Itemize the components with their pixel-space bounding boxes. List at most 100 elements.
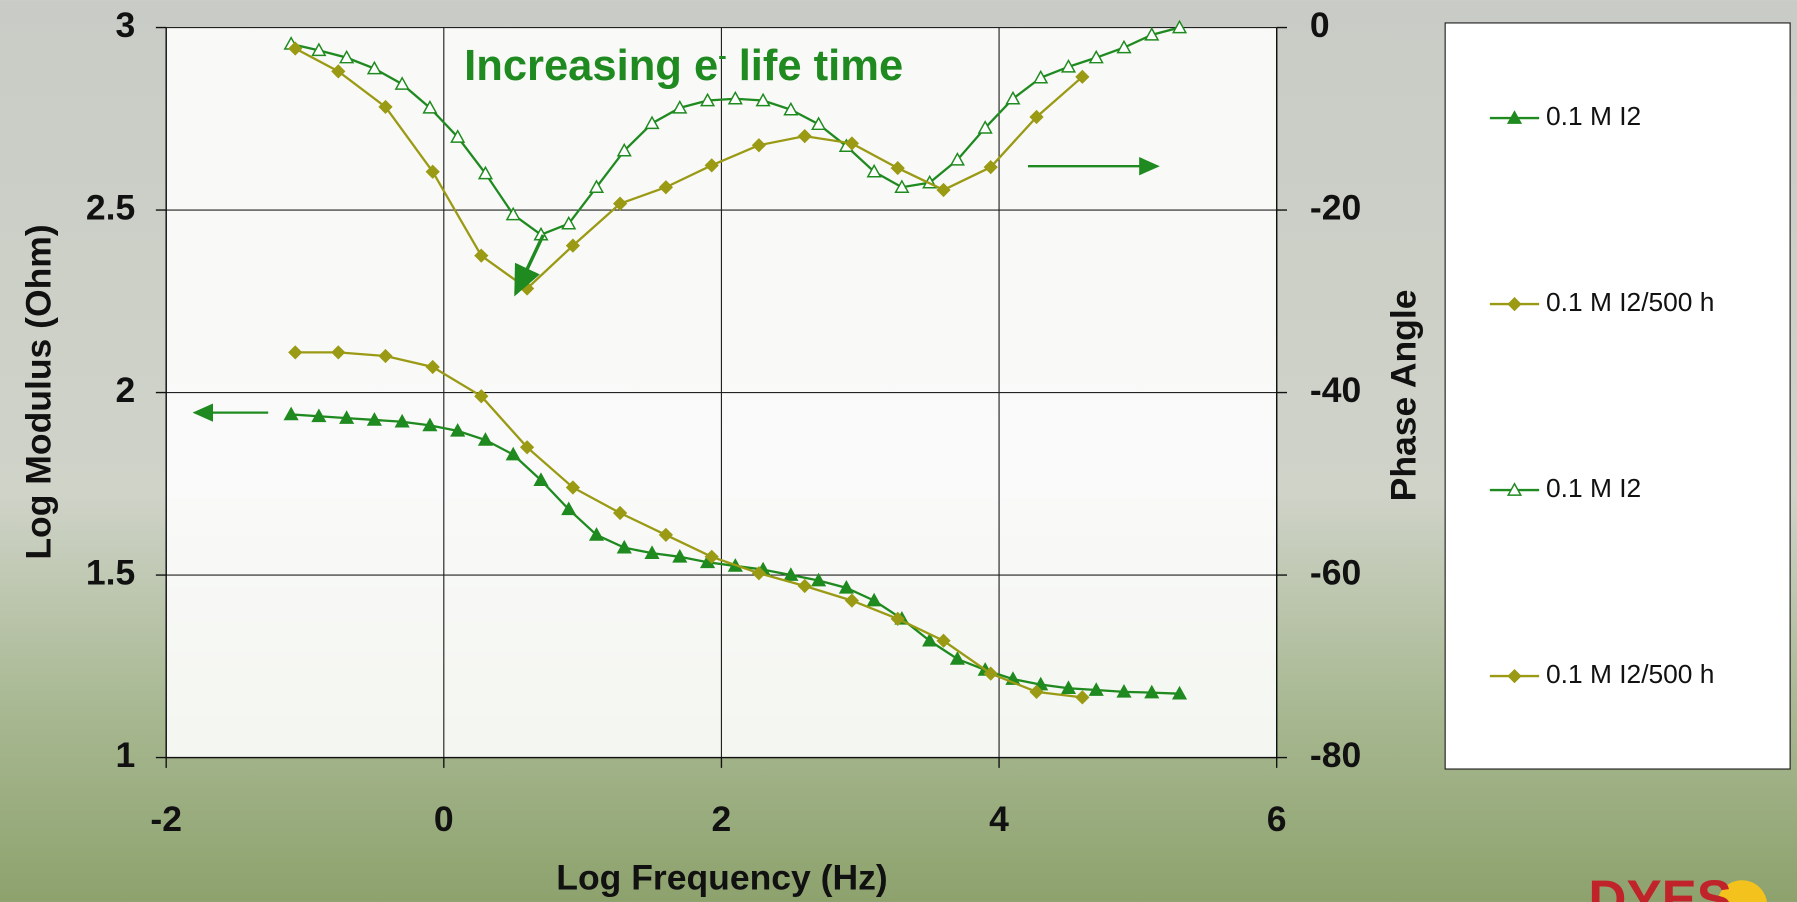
- marker: [755, 92, 771, 107]
- marker: [561, 215, 577, 230]
- legend-label: 0.1 M I2/500 h: [1546, 659, 1714, 689]
- marker: [936, 182, 951, 198]
- y-tick-label: 2.5: [86, 187, 135, 227]
- y-tick-label: 1.5: [86, 552, 135, 592]
- marker: [890, 160, 905, 176]
- marker: [422, 100, 438, 114]
- arrow: [514, 234, 545, 297]
- logo-sun: [1717, 880, 1767, 902]
- marker: [339, 410, 355, 424]
- marker: [983, 666, 998, 681]
- marker: [949, 651, 965, 665]
- series-group: [283, 19, 1188, 705]
- marker: [977, 120, 993, 134]
- y2-tick-label: 0: [1310, 5, 1330, 45]
- x-tick-label: 2: [712, 799, 732, 839]
- marker: [565, 480, 581, 495]
- marker: [1060, 680, 1077, 695]
- marker: [474, 389, 489, 404]
- marker: [311, 42, 327, 57]
- marker: [1171, 19, 1188, 34]
- marker: [1506, 482, 1523, 496]
- marker: [1075, 690, 1090, 705]
- marker: [1060, 58, 1077, 73]
- marker: [283, 406, 299, 421]
- marker: [983, 160, 998, 175]
- marker: [288, 41, 303, 56]
- marker: [949, 152, 965, 166]
- marker: [783, 567, 799, 581]
- marker: [894, 179, 910, 194]
- marker: [474, 248, 489, 263]
- marker: [672, 100, 688, 114]
- legend-label: 0.1 M I2: [1546, 473, 1641, 503]
- marker: [811, 116, 827, 131]
- series-line: [294, 47, 1084, 291]
- marker: [331, 345, 346, 360]
- y-tick-label: 3: [115, 5, 135, 45]
- marker: [561, 501, 577, 516]
- marker: [533, 472, 549, 486]
- y-tick-label: 2: [115, 370, 135, 410]
- annotation-text: life time: [727, 42, 904, 90]
- marker: [811, 572, 827, 587]
- marker: [751, 138, 767, 153]
- y2-axis-title: Phase Angle: [1383, 289, 1423, 501]
- marker: [1171, 685, 1188, 700]
- marker: [844, 136, 860, 151]
- marker: [866, 592, 882, 607]
- marker: [704, 158, 719, 173]
- marker: [704, 549, 719, 564]
- marker: [658, 527, 674, 543]
- x-axis-title: Log Frequency (Hz): [556, 858, 888, 898]
- marker: [477, 165, 494, 180]
- marker: [288, 345, 303, 360]
- logo: DYES: [1588, 870, 1767, 902]
- y2-tick-label: -20: [1310, 187, 1361, 227]
- marker: [612, 505, 628, 521]
- series: [288, 41, 1090, 296]
- marker: [394, 76, 410, 90]
- marker: [425, 164, 440, 179]
- annotation-text: Increasing e: [464, 42, 718, 90]
- marker: [783, 101, 799, 116]
- marker: [1088, 49, 1104, 64]
- series: [288, 345, 1090, 705]
- y-axis-title: Log Modulus (Ohm): [18, 224, 58, 559]
- series-line: [295, 351, 1083, 699]
- marker: [394, 413, 410, 428]
- marker: [658, 180, 674, 195]
- legend-label: 0.1 M I2: [1546, 101, 1641, 131]
- marker: [1116, 684, 1132, 698]
- marker: [450, 423, 466, 437]
- series: [283, 19, 1188, 241]
- marker: [311, 408, 327, 423]
- x-tick-label: 4: [989, 799, 1009, 839]
- marker: [588, 527, 605, 541]
- marker: [616, 539, 632, 554]
- marker: [1005, 90, 1021, 105]
- marker: [565, 238, 581, 253]
- marker: [922, 632, 938, 647]
- marker: [644, 115, 660, 130]
- logo-text: DYES: [1588, 870, 1732, 902]
- marker: [366, 60, 382, 75]
- y2-tick-label: -40: [1310, 370, 1361, 410]
- legend-label: 0.1 M I2/500 h: [1546, 287, 1714, 317]
- marker: [505, 446, 521, 461]
- marker: [751, 566, 767, 581]
- annotation: Increasing e- life time: [464, 42, 903, 90]
- marker: [1088, 682, 1104, 696]
- marker: [616, 142, 632, 157]
- marker: [1116, 39, 1132, 54]
- marker: [838, 579, 854, 594]
- x-tick-label: 6: [1267, 799, 1287, 839]
- marker: [797, 578, 812, 594]
- marker: [890, 611, 905, 626]
- legend-box: [1444, 22, 1791, 770]
- marker: [378, 348, 393, 364]
- marker: [699, 92, 716, 107]
- marker: [612, 196, 628, 211]
- marker: [1507, 668, 1522, 684]
